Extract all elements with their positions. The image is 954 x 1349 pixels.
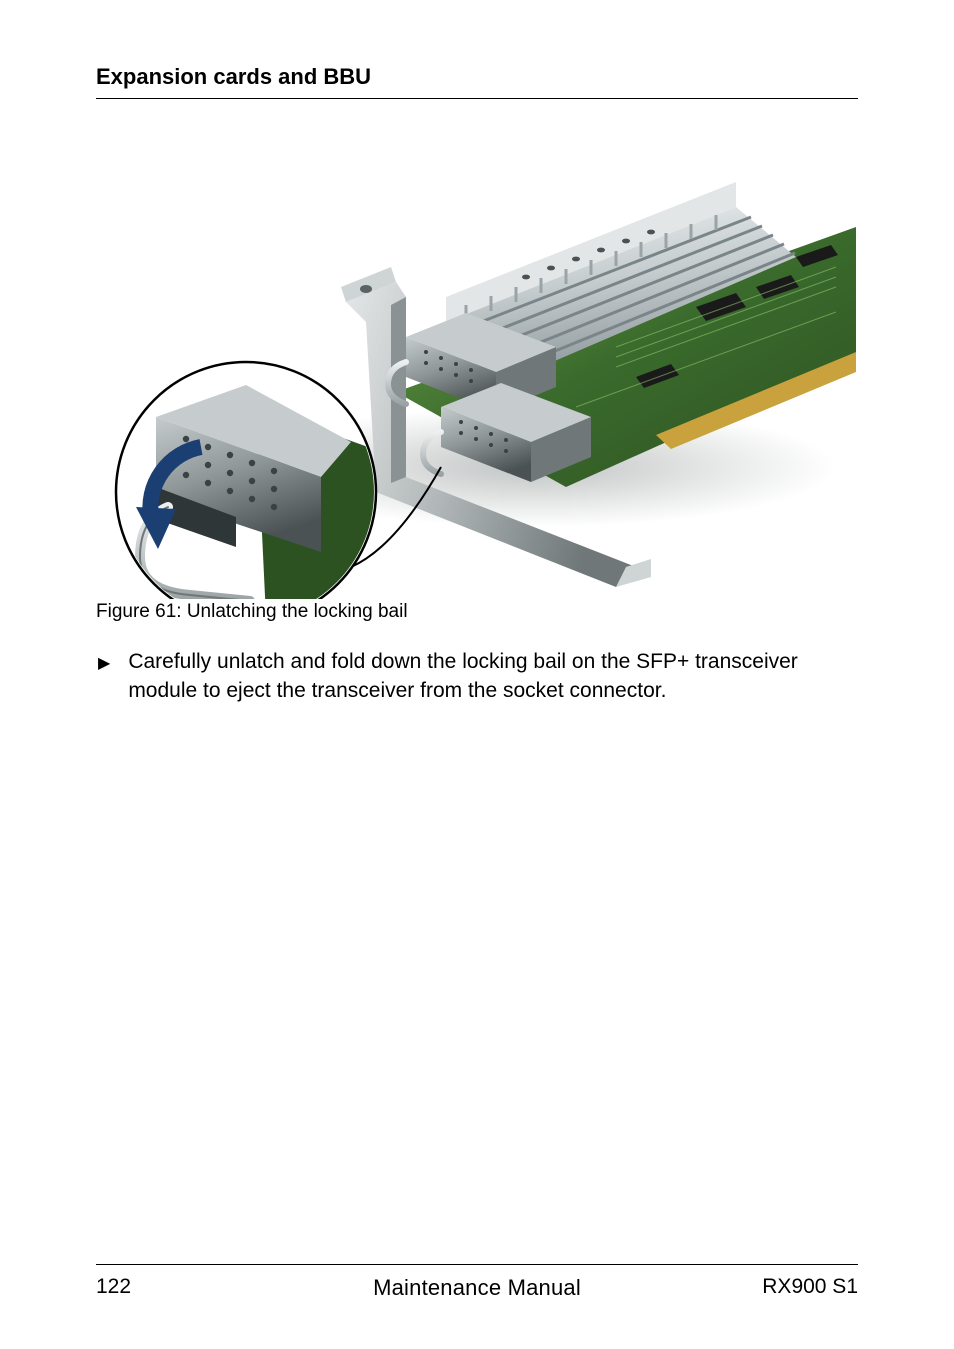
footer-center-title: Maintenance Manual xyxy=(373,1275,581,1301)
figure-svg xyxy=(96,147,858,599)
figure-caption: Figure 61: Unlatching the locking bail xyxy=(96,601,858,623)
header-title: Expansion cards and BBU xyxy=(96,64,858,90)
footer-page-number: 122 xyxy=(96,1275,131,1299)
instruction-row: ▶ Carefully unlatch and fold down the lo… xyxy=(96,647,858,705)
page-footer: 122 Maintenance Manual RX900 S1 xyxy=(96,1264,858,1299)
inset-circle xyxy=(116,362,396,599)
bullet-icon: ▶ xyxy=(98,650,110,678)
footer-model: RX900 S1 xyxy=(762,1275,858,1299)
page-header: Expansion cards and BBU xyxy=(96,64,858,99)
instruction-text: Carefully unlatch and fold down the lock… xyxy=(128,647,858,705)
figure-container: Figure 61: Unlatching the locking bail xyxy=(96,147,858,623)
